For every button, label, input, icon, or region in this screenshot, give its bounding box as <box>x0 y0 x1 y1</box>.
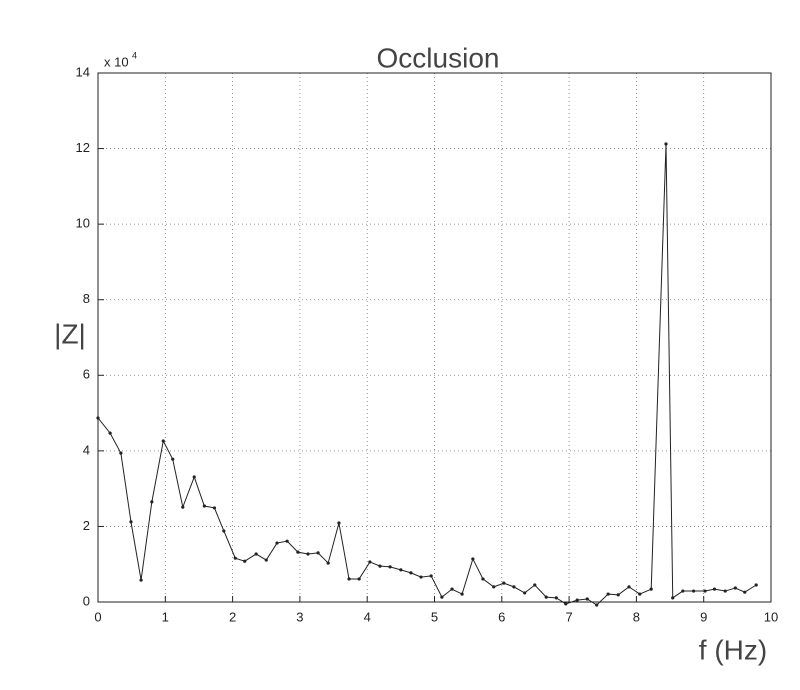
x-tick-label: 0 <box>94 609 101 624</box>
x-axis-label: f (Hz) <box>699 634 767 665</box>
data-point <box>254 552 258 556</box>
data-point <box>275 541 279 545</box>
data-point <box>243 559 247 563</box>
data-point <box>368 560 372 564</box>
data-point <box>664 142 668 146</box>
data-point <box>481 577 485 581</box>
data-point <box>616 593 620 597</box>
data-point <box>337 521 341 525</box>
data-point <box>161 439 165 443</box>
data-point <box>523 591 527 595</box>
data-point <box>638 592 642 596</box>
data-point <box>502 581 506 585</box>
x-tick-label: 8 <box>633 609 640 624</box>
y-axis-label: |Z| <box>54 318 86 349</box>
data-point <box>96 416 100 420</box>
data-point <box>233 556 237 560</box>
data-point <box>712 587 717 591</box>
plot-frame <box>97 72 772 603</box>
data-line <box>97 144 757 606</box>
data-point <box>409 571 413 575</box>
data-point <box>564 602 568 606</box>
data-point <box>419 575 423 579</box>
data-point <box>347 577 351 581</box>
data-point <box>471 557 475 561</box>
data-point <box>544 595 548 599</box>
data-point <box>492 585 496 589</box>
y-tick-label: 6 <box>83 367 90 382</box>
data-point <box>399 568 403 572</box>
data-point <box>733 586 737 590</box>
data-point <box>585 597 589 601</box>
data-point <box>150 500 154 504</box>
data-point <box>129 520 133 524</box>
data-point <box>202 504 206 508</box>
data-point <box>703 589 707 593</box>
y-multiplier: x 10 <box>104 54 129 69</box>
data-point <box>743 590 747 594</box>
data-point <box>575 598 579 602</box>
data-point <box>681 589 685 593</box>
data-point <box>692 589 696 593</box>
data-point <box>139 578 143 582</box>
data-point <box>512 585 516 589</box>
data-point <box>326 561 330 565</box>
data-point <box>222 529 226 533</box>
x-tick-label: 4 <box>364 609 371 624</box>
data-point <box>306 552 310 556</box>
data-point <box>554 596 558 600</box>
y-tick-label: 12 <box>76 140 90 155</box>
x-tick-label: 7 <box>565 609 572 624</box>
data-point <box>429 574 433 578</box>
y-multiplier-exponent: 4 <box>132 50 137 60</box>
data-point <box>440 595 444 599</box>
data-point <box>264 558 268 562</box>
data-point <box>533 583 537 587</box>
data-point <box>754 583 758 587</box>
data-point <box>723 589 727 593</box>
x-tick-label: 2 <box>229 609 236 624</box>
y-tick-label: 0 <box>83 593 90 608</box>
data-point <box>627 585 631 589</box>
x-tick-label: 9 <box>700 609 707 624</box>
data-point <box>357 577 361 581</box>
y-tick-label: 4 <box>83 442 90 457</box>
data-point <box>296 550 300 554</box>
x-tick-label: 1 <box>162 609 169 624</box>
data-point <box>171 457 175 461</box>
data-point <box>595 603 599 607</box>
data-point <box>671 596 675 600</box>
chart-title: Occlusion <box>377 42 500 73</box>
x-tick-label: 10 <box>764 609 778 624</box>
x-tick-label: 3 <box>296 609 303 624</box>
data-point <box>192 475 196 479</box>
data-point <box>649 587 653 591</box>
data-point <box>450 587 454 591</box>
x-tick-label: 5 <box>431 609 438 624</box>
data-point <box>460 592 464 596</box>
data-point <box>378 564 382 568</box>
data-point <box>181 505 185 509</box>
data-point <box>388 565 392 569</box>
data-point <box>119 451 123 455</box>
data-point <box>285 539 289 543</box>
y-tick-label: 14 <box>76 64 90 79</box>
data-point <box>212 506 217 510</box>
data-point <box>108 431 112 435</box>
x-tick-label: 6 <box>498 609 505 624</box>
y-tick-label: 10 <box>76 216 90 231</box>
y-tick-label: 2 <box>83 518 90 533</box>
y-tick-label: 8 <box>83 291 90 306</box>
data-point <box>316 551 320 555</box>
data-point <box>606 592 610 596</box>
